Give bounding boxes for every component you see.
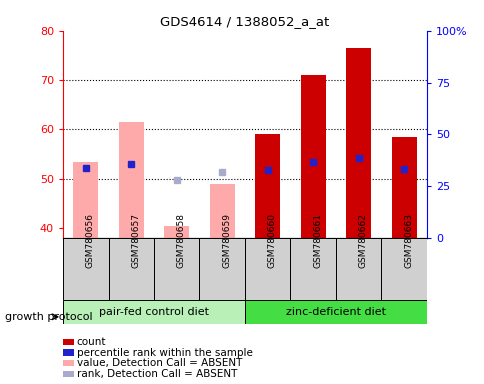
Bar — [300, 75, 325, 238]
Title: GDS4614 / 1388052_a_at: GDS4614 / 1388052_a_at — [160, 15, 329, 28]
Bar — [244, 238, 290, 300]
Bar — [380, 238, 426, 300]
Text: GSM780658: GSM780658 — [176, 213, 185, 268]
Bar — [335, 238, 380, 300]
Text: GSM780661: GSM780661 — [313, 213, 321, 268]
Bar — [391, 137, 416, 238]
Text: GSM780660: GSM780660 — [267, 213, 276, 268]
Text: GSM780656: GSM780656 — [86, 213, 94, 268]
Text: GSM780657: GSM780657 — [131, 213, 140, 268]
Bar — [255, 134, 280, 238]
Bar — [108, 238, 153, 300]
Bar — [119, 122, 143, 238]
Text: growth protocol: growth protocol — [5, 312, 92, 322]
Bar — [63, 238, 108, 300]
Bar — [153, 238, 199, 300]
Text: GSM780663: GSM780663 — [403, 213, 412, 268]
Bar — [164, 226, 189, 238]
Bar — [290, 238, 335, 300]
Bar — [244, 300, 426, 324]
Text: GSM780659: GSM780659 — [222, 213, 231, 268]
Text: rank, Detection Call = ABSENT: rank, Detection Call = ABSENT — [76, 369, 237, 379]
Bar — [346, 48, 370, 238]
Text: zinc-deficient diet: zinc-deficient diet — [285, 307, 385, 317]
Text: pair-fed control diet: pair-fed control diet — [99, 307, 209, 317]
Bar — [209, 184, 234, 238]
Bar — [73, 162, 98, 238]
Text: value, Detection Call = ABSENT: value, Detection Call = ABSENT — [76, 358, 242, 368]
Bar — [63, 300, 244, 324]
Text: GSM780662: GSM780662 — [358, 213, 367, 268]
Text: percentile rank within the sample: percentile rank within the sample — [76, 348, 252, 358]
Text: count: count — [76, 337, 106, 347]
Bar — [199, 238, 244, 300]
